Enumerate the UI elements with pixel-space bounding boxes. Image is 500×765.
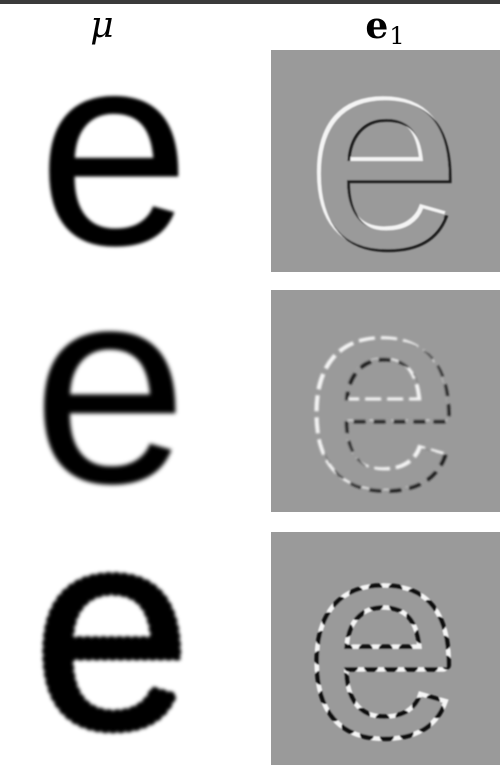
edge-response-dashed: e e e	[271, 290, 500, 512]
bumpy-e-glyph: e	[30, 528, 194, 765]
svg-text:e: e	[307, 290, 458, 512]
mu-column-header: μ	[62, 6, 142, 46]
e1-column-header: e1	[330, 5, 440, 50]
mean-image-row-3: e	[0, 528, 258, 765]
thin-edge-response: e e e	[271, 50, 500, 272]
mean-image-row-1: e	[0, 52, 258, 277]
eigen-image-row-1: e e e	[271, 50, 500, 272]
svg-text:e: e	[309, 290, 460, 512]
svg-text:e: e	[307, 532, 458, 765]
svg-text:e: e	[307, 532, 458, 765]
svg-text:e: e	[308, 50, 458, 272]
mu-symbol: μ	[90, 5, 114, 46]
figure-top-rule	[0, 0, 500, 4]
svg-text:e: e	[38, 52, 191, 277]
svg-text:e: e	[305, 290, 456, 512]
e1-symbol-subscript: 1	[389, 22, 405, 50]
svg-text:e: e	[32, 290, 188, 515]
eigen-image-row-3: e e e	[271, 532, 500, 765]
dotted-edge-response: e e e	[271, 532, 500, 765]
smooth-e-glyph: e	[38, 52, 191, 277]
svg-text:e: e	[312, 50, 462, 272]
svg-text:e: e	[33, 528, 192, 765]
eigen-image-row-2: e e e	[271, 290, 500, 512]
smooth-e-glyph: e	[32, 290, 188, 515]
mean-image-row-2: e	[0, 290, 258, 515]
e1-symbol-base: e	[365, 5, 389, 47]
svg-text:e: e	[307, 532, 458, 765]
svg-text:e: e	[310, 50, 460, 272]
